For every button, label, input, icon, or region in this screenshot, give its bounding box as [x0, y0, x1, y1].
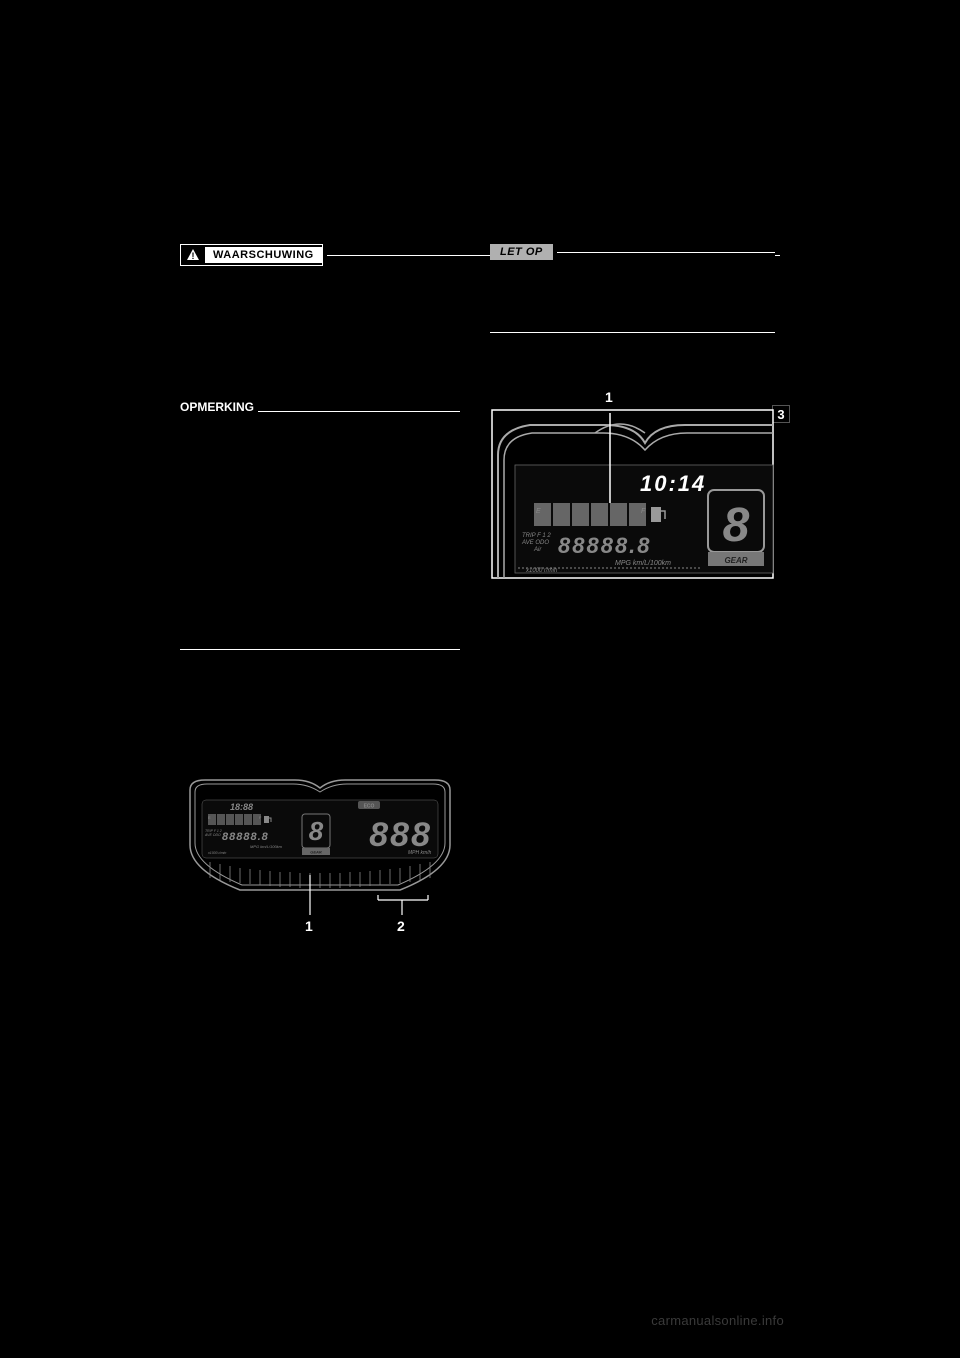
units-right: MPH km/h [408, 850, 432, 856]
dashboard-svg-2: 10:14 E F 8 GEAR [490, 385, 775, 580]
letop-header: LET OP [490, 244, 775, 260]
letop-section: LET OP [490, 244, 775, 359]
units-left: MPG km/L/100km [250, 844, 283, 849]
odo-digits-fig2: 88888.8 [558, 533, 652, 558]
warning-badge: ! WAARSCHUWING [180, 244, 323, 266]
lcd-time-fig2: 10:14 [640, 471, 706, 496]
warning-triangle-icon: ! [185, 247, 201, 263]
opmerking-rule [258, 411, 460, 412]
odo-digits: 88888.8 [222, 831, 269, 843]
figure1-callout-1: 1 [305, 918, 313, 934]
rpm-fig2: x1000 r/min [525, 568, 558, 574]
chapter-number: 3 [777, 407, 784, 422]
opmerking-section: OPMERKING [180, 400, 460, 660]
fuel-e-fig2: E [536, 508, 541, 515]
dashboard-figure-1: 18:88 ECO E F TRIP F 1 2 [180, 770, 460, 925]
gear-digit-fig2: 8 [723, 499, 750, 552]
ave-odo-fig2: AVE ODO [521, 540, 549, 546]
opmerking-label: OPMERKING [180, 400, 254, 415]
figure2-callout-1: 1 [605, 389, 613, 405]
gear-digit-left: 8 [309, 816, 324, 846]
dashboard-figure-2: 10:14 E F 8 GEAR [490, 385, 775, 580]
watermark: carmanualsonline.info [651, 1313, 784, 1328]
figure1-callout-2: 2 [397, 918, 405, 934]
rpm-label: x1000 r/min [207, 851, 226, 855]
opmerking-header: OPMERKING [180, 400, 460, 415]
divider-line-right [490, 332, 775, 333]
speed-digits: 888 [369, 816, 432, 854]
letop-label: LET OP [490, 244, 553, 260]
warning-label: WAARSCHUWING [205, 247, 322, 263]
divider-line-left [180, 649, 460, 650]
tacho-ticks [210, 862, 430, 888]
svg-text:!: ! [192, 251, 195, 261]
fuel-e-label: E [208, 815, 211, 820]
fuel-gauge-fig2: E F [534, 503, 665, 526]
air-label-fig2: Air [533, 547, 542, 553]
trip-label-fig2: TRIP F 1 2 [522, 533, 551, 539]
letop-rule [557, 252, 775, 253]
eco-badge: ECO [364, 804, 375, 810]
units-fig2: MPG km/L/100km [615, 560, 671, 567]
fuel-f-fig2: F [641, 508, 646, 515]
ave-odo-label: AVE ODO [204, 833, 221, 837]
callout-bracket-2 [378, 895, 428, 915]
gear-label-fig2: GEAR [724, 556, 747, 565]
gear-label: GEAR [310, 850, 322, 855]
lcd-time: 18:88 [230, 802, 253, 812]
manual-page: ! WAARSCHUWING LET OP OPMERKING 3 [0, 0, 960, 1358]
dashboard-svg-1: 18:88 ECO E F TRIP F 1 2 [180, 770, 460, 925]
